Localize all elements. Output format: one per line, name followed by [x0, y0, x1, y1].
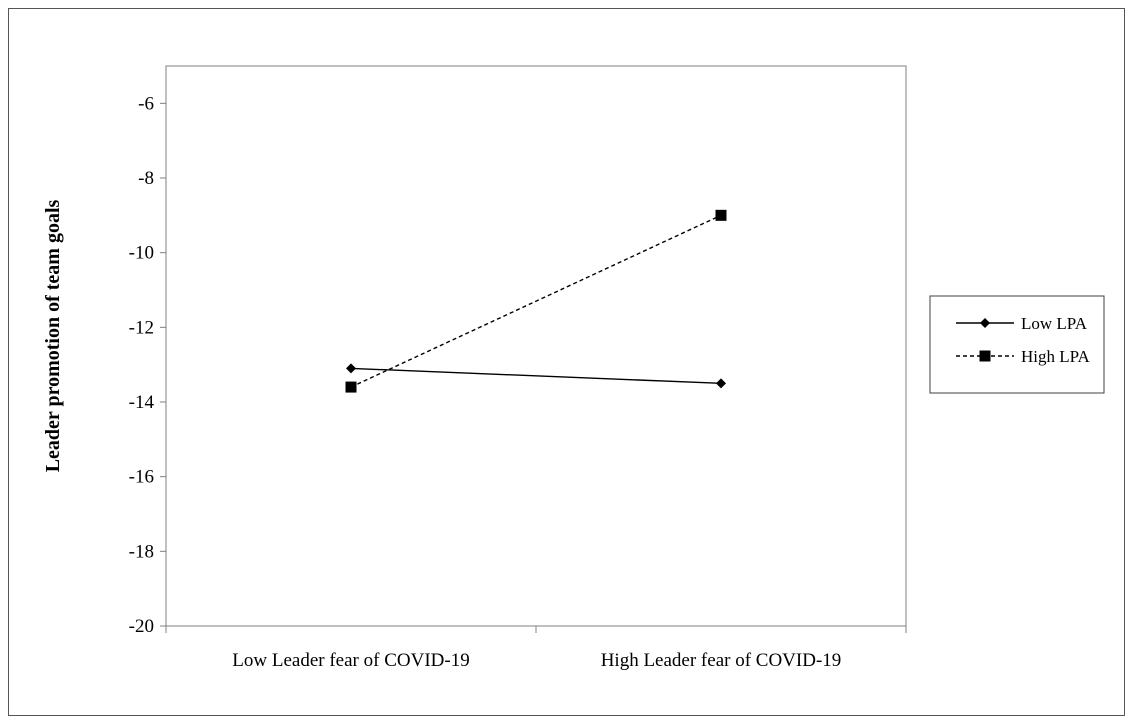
line-chart: -6 -8 -10 -12 -14 -16 -18 -20 Low Leader fear of…: [42, 65, 1105, 671]
data-point-low-lpa: [346, 363, 356, 374]
data-point-low-lpa: [716, 378, 726, 389]
y-tick-label: -12: [129, 317, 154, 338]
series-layer: [345, 209, 727, 393]
legend-box: [929, 295, 1105, 394]
axes: -6 -8 -10 -12 -14 -16 -18 -20 Low Leader fear of…: [129, 66, 907, 671]
y-tick-label: -20: [129, 616, 154, 637]
legend-marker-low-lpa: [980, 318, 990, 328]
plot-area: [165, 65, 907, 627]
legend-label-low-lpa: Low LPA: [1021, 314, 1088, 333]
y-tick-label: -18: [129, 541, 154, 562]
y-tick-label: -16: [129, 467, 154, 488]
y-axis-label: Leader promotion of team goals: [42, 200, 64, 473]
legend: Low LPA High LPA: [929, 295, 1105, 394]
legend-marker-high-lpa: [979, 350, 991, 362]
y-tick-label: -6: [138, 93, 154, 114]
plot-border: [165, 65, 907, 627]
legend-label-high-lpa: High LPA: [1021, 347, 1091, 366]
data-point-high-lpa: [345, 381, 357, 393]
data-point-high-lpa: [715, 209, 727, 221]
x-tick-label: Low Leader fear of COVID-19: [232, 650, 469, 671]
series-line-high-lpa: [350, 214, 722, 388]
y-tick-label: -14: [129, 392, 155, 413]
chart-frame: -6 -8 -10 -12 -14 -16 -18 -20 Low Leader fear of…: [8, 8, 1125, 716]
series-low-lpa: [346, 363, 726, 389]
x-tick-label: High Leader fear of COVID-19: [601, 650, 842, 671]
series-line-low-lpa: [350, 367, 722, 385]
series-high-lpa: [345, 209, 727, 393]
y-tick-label: -10: [129, 243, 154, 264]
y-tick-label: -8: [138, 168, 154, 189]
